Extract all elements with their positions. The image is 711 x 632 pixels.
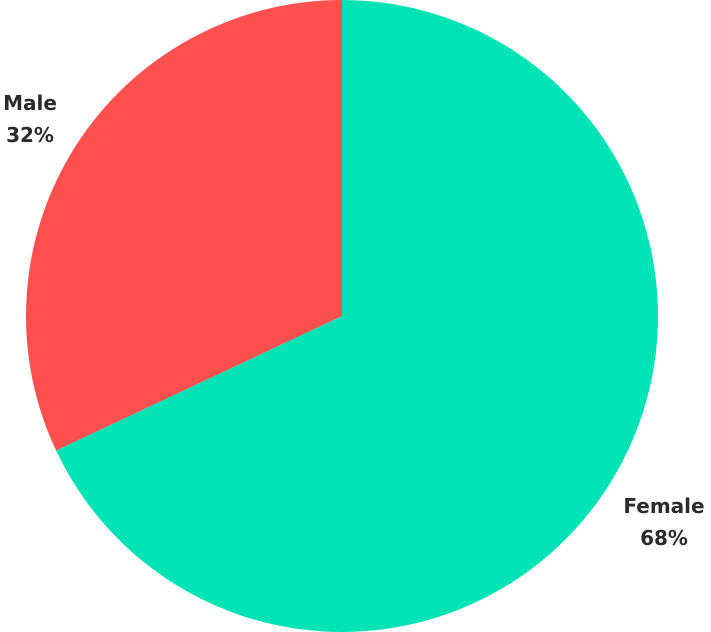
slice-percent-female: 68% [640,526,688,550]
pie-slices [25,0,658,632]
pie-labels: Female 68% Male 32% [3,91,705,550]
slice-percent-male: 32% [6,123,54,147]
pie-slice-male [25,0,342,451]
pie-slice-female [56,0,658,632]
slice-label-female: Female [623,494,704,518]
slice-label-male: Male [3,91,57,115]
